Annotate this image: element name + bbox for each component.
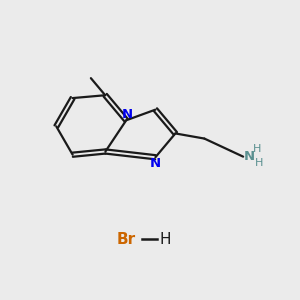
- Text: H: H: [159, 232, 171, 247]
- Text: Br: Br: [117, 232, 136, 247]
- Text: H: H: [253, 144, 261, 154]
- Text: H: H: [254, 158, 263, 168]
- Text: N: N: [244, 150, 255, 163]
- Text: N: N: [122, 108, 133, 121]
- Text: N: N: [150, 157, 161, 170]
